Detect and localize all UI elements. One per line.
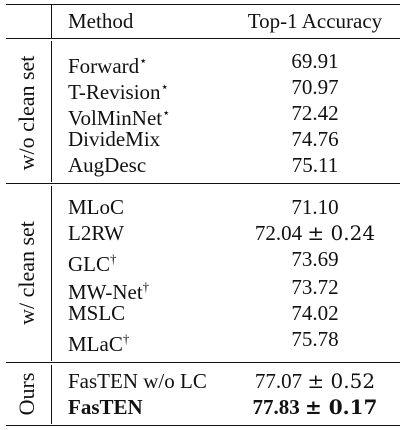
accuracy-cell: 69.91 [291,49,339,73]
method-cell: Forward⋆ [68,53,148,78]
method-cell: MLoC [68,195,125,219]
method-cell-best: FasTEN [68,395,143,419]
accuracy-cell: 72.04 ± 0.24 [254,221,376,245]
accuracy-cell: 72.42 [291,101,339,125]
accuracy-cell: 73.69 [291,247,339,271]
header-method: Method [68,9,134,33]
method-cell: MLaC† [68,331,130,356]
accuracy-cell: 74.02 [291,301,339,325]
method-cell: T-Revision⋆ [68,79,169,104]
method-cell: GLC† [68,251,117,276]
accuracy-cell-best: 77.83 ± 0.17 [252,395,378,419]
header-rule [6,38,400,39]
method-cell: MSLC [68,301,126,325]
group-rule-1 [6,183,400,184]
bottom-rule [6,425,400,426]
accuracy-cell: 70.97 [291,75,339,99]
method-cell: L2RW [68,221,124,245]
accuracy-cell: 73.72 [291,275,339,299]
accuracy-cell: 75.11 [291,153,339,177]
accuracy-cell: 74.76 [291,127,339,151]
method-cell: VolMinNet⋆ [68,105,171,130]
method-cell: AugDesc [68,153,147,177]
method-cell: FasTEN w/o LC [68,369,207,393]
column-separator [51,41,52,182]
method-cell: DivideMix [68,127,161,151]
column-separator [51,186,52,361]
column-separator [51,4,52,38]
accuracy-cell: 75.78 [291,327,339,351]
column-separator [51,365,52,424]
accuracy-cell: 77.07 ± 0.52 [254,369,376,393]
method-cell: MW-Net† [68,279,150,304]
group-rule-2 [6,362,400,363]
top-rule [6,4,400,5]
header-accuracy: Top-1 Accuracy [247,9,383,33]
accuracy-cell: 71.10 [291,195,339,219]
